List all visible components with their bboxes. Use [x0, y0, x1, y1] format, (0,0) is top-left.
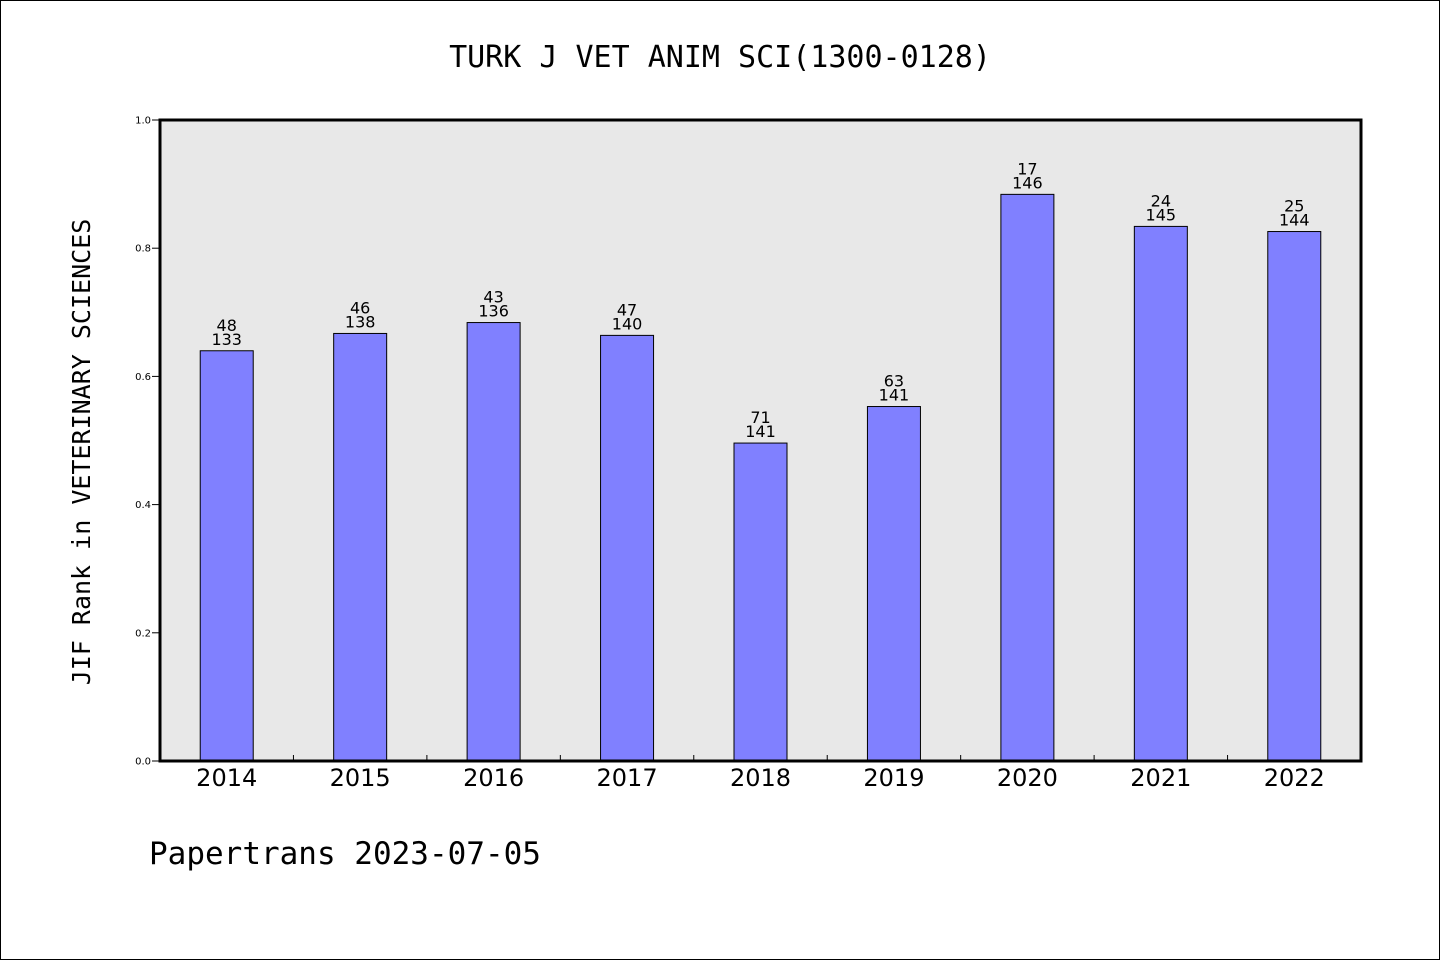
bar-total-label: 136 — [478, 302, 509, 321]
x-tick-label: 2015 — [330, 764, 391, 792]
bar-total-label: 144 — [1279, 211, 1310, 230]
bar-rank-label: 48 — [217, 316, 237, 335]
bar-rank-label: 47 — [617, 300, 637, 319]
y-axis-ticks: 0.0 0.2 0.4 0.6 0.8 1.0 — [135, 116, 160, 768]
bar-2019 — [866, 406, 921, 762]
bar-rank-label: 63 — [884, 372, 904, 391]
y-tick-label: 0.0 — [135, 757, 151, 768]
y-tick-label: 0.6 — [135, 372, 151, 383]
bar-2016 — [466, 322, 521, 762]
x-axis-ticks: 2014 2015 2016 2017 2018 2019 2020 2021 2022 — [196, 755, 1325, 792]
x-tick-label: 2017 — [597, 764, 658, 792]
bar-2014 — [199, 350, 254, 762]
bar-total-label: 146 — [1012, 173, 1043, 192]
bar-2015 — [333, 332, 388, 762]
bar-total-label: 145 — [1146, 205, 1177, 224]
y-tick-label: 1.0 — [135, 116, 151, 127]
x-tick-label: 2021 — [1130, 764, 1191, 792]
bar-total-label: 141 — [745, 422, 776, 441]
y-axis-label: JIF Rank in VETERINARY SCIENCES — [67, 219, 96, 686]
bar-total-label: 133 — [211, 330, 242, 349]
bar-total-label: 140 — [612, 314, 643, 333]
bar-2022 — [1267, 231, 1322, 762]
plot-border — [158, 118, 1363, 763]
bars-group — [199, 193, 1322, 762]
bar-total-label: 138 — [345, 312, 376, 331]
bar-rank-label: 25 — [1284, 197, 1304, 216]
bar-2020 — [1000, 193, 1055, 762]
y-tick-label: 0.4 — [135, 500, 151, 511]
x-tick-label: 2016 — [463, 764, 524, 792]
bar-rank-label: 43 — [483, 288, 503, 307]
footer-text: Papertrans 2023-07-05 — [149, 836, 541, 872]
bar-rank-label: 24 — [1151, 191, 1171, 210]
x-tick-label: 2022 — [1264, 764, 1325, 792]
chart-title: TURK J VET ANIM SCI(1300-0128) — [449, 40, 991, 75]
bar-total-label: 141 — [879, 386, 910, 405]
bar-2018 — [733, 442, 788, 762]
x-tick-label: 2018 — [730, 764, 791, 792]
bar-2021 — [1133, 225, 1188, 762]
y-tick-label: 0.8 — [135, 244, 151, 255]
bar-2017 — [600, 334, 655, 762]
x-tick-label: 2014 — [196, 764, 257, 792]
bar-rank-label: 46 — [350, 298, 370, 317]
y-tick-label: 0.2 — [135, 628, 151, 639]
bar-rank-label: 71 — [750, 408, 770, 427]
x-tick-label: 2020 — [997, 764, 1058, 792]
x-tick-label: 2019 — [863, 764, 924, 792]
bar-rank-label: 17 — [1017, 159, 1037, 178]
